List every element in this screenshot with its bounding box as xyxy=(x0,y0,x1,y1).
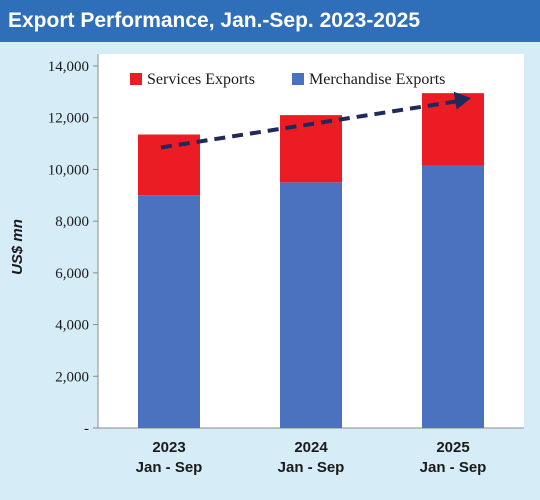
y-tick-label: 8,000 xyxy=(55,214,89,230)
chart-svg: - 2,000 4,000 6,000 8,000 10,000 12,000 14,000 U… xyxy=(9,54,524,476)
y-tick-label: 6,000 xyxy=(55,266,89,282)
merchandise-bar xyxy=(280,182,342,428)
y-tick-label: - xyxy=(84,421,89,437)
merchandise-bar xyxy=(422,165,484,429)
x-tick-label-year: 2023 xyxy=(152,439,185,456)
x-tick-label-period: Jan - Sep xyxy=(278,459,345,476)
y-tick-label: 4,000 xyxy=(55,318,89,334)
y-tick-label: 10,000 xyxy=(48,162,89,178)
x-tick-label-period: Jan - Sep xyxy=(136,459,203,476)
merchandise-bar xyxy=(138,195,200,428)
y-tick-label: 12,000 xyxy=(48,111,89,127)
x-tick-label-period: Jan - Sep xyxy=(420,459,487,476)
services-bar xyxy=(138,134,200,196)
chart-title: Export Performance, Jan.-Sep. 2023-2025 xyxy=(0,0,540,42)
y-tick-label: 14,000 xyxy=(48,59,89,75)
x-tick-label-year: 2024 xyxy=(294,439,328,456)
legend-label: Services Exports xyxy=(147,71,255,88)
legend-label: Merchandise Exports xyxy=(309,71,445,88)
trend-arrow-line xyxy=(160,98,462,150)
legend-swatch xyxy=(292,73,304,85)
x-tick-label-year: 2025 xyxy=(436,439,469,456)
legend-swatch xyxy=(130,73,142,85)
y-axis-title: US$ mn xyxy=(9,219,26,275)
y-tick-label: 2,000 xyxy=(55,369,89,385)
trend-arrow-head xyxy=(453,91,471,110)
